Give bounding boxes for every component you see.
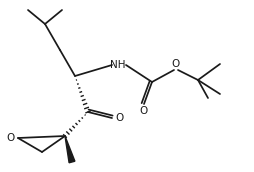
Text: O: O bbox=[140, 106, 148, 116]
Text: O: O bbox=[6, 133, 14, 143]
Text: O: O bbox=[171, 59, 179, 69]
Text: O: O bbox=[115, 113, 123, 123]
Polygon shape bbox=[65, 136, 75, 163]
Text: NH: NH bbox=[110, 60, 126, 70]
